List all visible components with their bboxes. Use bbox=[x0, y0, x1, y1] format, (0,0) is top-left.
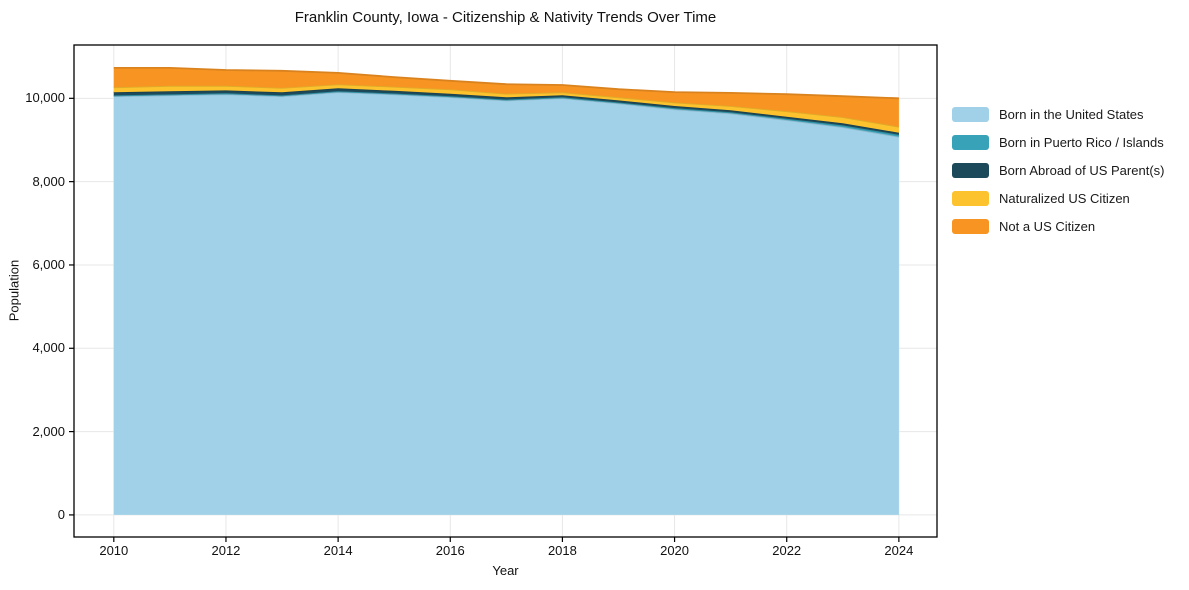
x-tick-label: 2012 bbox=[211, 543, 241, 558]
area-layer-edge bbox=[113, 67, 899, 100]
legend-swatch bbox=[952, 162, 989, 178]
plot-border bbox=[73, 44, 938, 538]
x-tick-label: 2014 bbox=[323, 543, 353, 558]
legend: Born in the United States Born in Puerto … bbox=[952, 101, 1164, 240]
y-axis-label: Population bbox=[6, 259, 22, 322]
legend-item: Born in Puerto Rico / Islands bbox=[952, 129, 1164, 157]
x-tick-label: 2010 bbox=[99, 543, 129, 558]
y-tick-label: 8,000 bbox=[32, 173, 65, 189]
legend-label: Born in Puerto Rico / Islands bbox=[999, 135, 1164, 151]
x-tick-label: 2024 bbox=[884, 543, 914, 558]
y-tick-label: 0 bbox=[57, 506, 65, 522]
legend-swatch bbox=[952, 135, 989, 151]
legend-label: Born Abroad of US Parent(s) bbox=[999, 162, 1165, 178]
legend-swatch bbox=[952, 107, 989, 123]
x-tick-label: 2020 bbox=[660, 543, 690, 558]
legend-item: Born in the United States bbox=[952, 101, 1164, 129]
x-tick-label: 2016 bbox=[435, 543, 465, 558]
legend-item: Naturalized US Citizen bbox=[952, 184, 1164, 212]
chart-title: Franklin County, Iowa - Citizenship & Na… bbox=[294, 9, 717, 26]
legend-label: Not a US Citizen bbox=[999, 218, 1096, 234]
y-tick-label: 6,000 bbox=[32, 256, 65, 272]
y-tick-label: 2,000 bbox=[32, 423, 65, 439]
y-tick-label: 10,000 bbox=[25, 90, 65, 106]
x-axis-label: Year bbox=[492, 563, 519, 578]
area-layer bbox=[113, 92, 899, 515]
legend-item: Not a US Citizen bbox=[952, 212, 1164, 240]
legend-label: Born in the United States bbox=[999, 107, 1144, 123]
legend-swatch bbox=[952, 218, 989, 234]
legend-swatch bbox=[952, 190, 989, 206]
x-tick-label: 2018 bbox=[547, 543, 577, 558]
legend-item: Born Abroad of US Parent(s) bbox=[952, 157, 1164, 185]
legend-label: Naturalized US Citizen bbox=[999, 190, 1130, 206]
x-tick-label: 2022 bbox=[772, 543, 802, 558]
y-tick-label: 4,000 bbox=[32, 340, 65, 356]
area-layer bbox=[113, 67, 899, 127]
